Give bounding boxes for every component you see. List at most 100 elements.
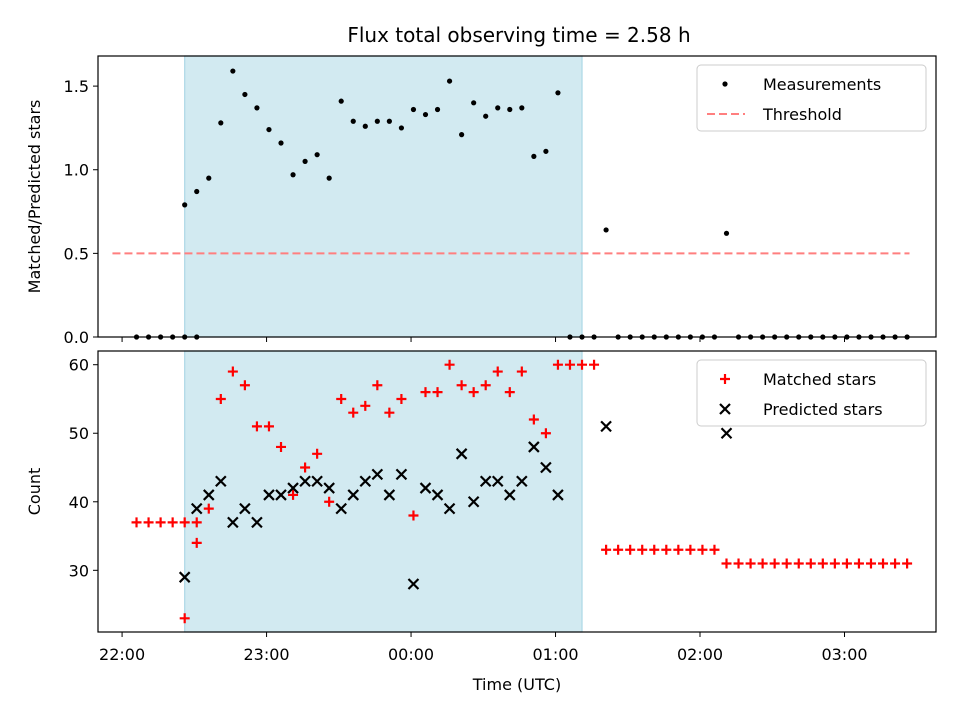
predicted-point (202, 489, 215, 501)
measurement-point (386, 118, 392, 124)
x-tick-label: 23:00 (244, 645, 290, 664)
matched-point (697, 544, 708, 555)
measurement-point (398, 125, 405, 131)
matched-point (878, 558, 889, 569)
matched-point (865, 558, 876, 569)
predicted-point (395, 468, 408, 481)
measurement-point (471, 100, 477, 106)
measurement-point (194, 188, 200, 195)
measurement-point (723, 230, 730, 236)
measurement-point (206, 175, 212, 181)
matched-point (685, 544, 696, 555)
measurement-point (266, 126, 272, 133)
y-tick-label: 0.5 (64, 244, 89, 263)
matched-point (324, 496, 335, 507)
matched-point (227, 366, 238, 377)
y-tick-label: 50 (69, 424, 89, 443)
matched-point (432, 387, 443, 398)
top-legend: Measurements Threshold (696, 64, 927, 132)
measurement-point (326, 175, 332, 181)
legend-label: Threshold (762, 105, 842, 124)
matched-point (300, 462, 311, 473)
y-tick-label: 40 (69, 493, 89, 512)
matched-point (179, 517, 190, 528)
matched-point (131, 517, 142, 528)
matched-point (841, 558, 852, 569)
matched-point (601, 544, 612, 555)
measurement-point (543, 148, 549, 154)
matched-point (408, 510, 419, 521)
matched-point (203, 503, 214, 514)
matched-point (853, 558, 864, 569)
matched-point (769, 558, 780, 569)
matched-point (516, 366, 527, 377)
measurement-point (254, 105, 260, 111)
measurement-point (603, 227, 609, 233)
matched-point (793, 558, 804, 569)
predicted-point (359, 475, 372, 487)
measurement-point (410, 106, 417, 113)
predicted-point (299, 475, 311, 487)
matched-point (348, 407, 359, 418)
matched-point (480, 380, 491, 391)
predicted-point (528, 441, 540, 453)
predicted-point (311, 475, 323, 487)
x-tick-label: 22:00 (99, 645, 145, 664)
predicted-point (443, 502, 456, 515)
predicted-point (190, 502, 203, 515)
matched-point (817, 558, 828, 569)
legend-marker (719, 403, 731, 415)
measurement-point (555, 90, 561, 96)
matched-point (167, 517, 178, 528)
predicted-point (335, 502, 347, 515)
bottom-series-0 (131, 359, 913, 624)
matched-point (384, 407, 395, 418)
x-tick-label: 02:00 (677, 645, 723, 664)
predicted-point (720, 427, 733, 440)
matched-point (179, 613, 190, 624)
matched-point (336, 393, 347, 404)
predicted-point (491, 475, 504, 487)
measurement-point (278, 140, 284, 146)
measurement-point (434, 106, 441, 113)
bottom-y-axis-label: Count (25, 468, 44, 516)
measurement-point (519, 105, 525, 111)
predicted-point (275, 489, 287, 501)
y-tick-label: 30 (69, 561, 89, 580)
matched-point (757, 558, 768, 569)
measurement-point (350, 118, 356, 124)
matched-point (625, 544, 636, 555)
predicted-point (419, 482, 432, 494)
matched-point (444, 359, 455, 370)
matched-point (902, 558, 913, 569)
predicted-point (600, 420, 612, 433)
bottom-observing-window (184, 350, 583, 633)
measurement-point (290, 172, 296, 178)
predicted-point (347, 489, 360, 501)
matched-point (276, 441, 287, 452)
matched-point (890, 558, 901, 569)
matched-point (492, 366, 503, 377)
matched-point (649, 544, 660, 555)
predicted-point (516, 475, 528, 487)
matched-point (613, 544, 624, 555)
top-y-axis-label: Matched/Predicted stars (25, 100, 44, 294)
measurement-point (531, 153, 537, 159)
predicted-point (552, 489, 564, 501)
top-axes-frame (97, 55, 937, 338)
matched-point (805, 558, 816, 569)
y-tick-label: 1.0 (64, 161, 89, 180)
matched-point (420, 387, 431, 398)
top-observing-window (184, 55, 583, 338)
matched-point (673, 544, 684, 555)
measurement-point (459, 132, 465, 138)
matched-point (528, 414, 539, 425)
legend-label: Matched stars (763, 370, 876, 389)
predicted-point (239, 502, 251, 515)
matched-point (396, 393, 407, 404)
matched-point (709, 544, 720, 555)
chart-title: Flux total observing time = 2.58 h (347, 23, 690, 47)
measurement-point (422, 111, 429, 118)
matched-point (360, 400, 371, 411)
